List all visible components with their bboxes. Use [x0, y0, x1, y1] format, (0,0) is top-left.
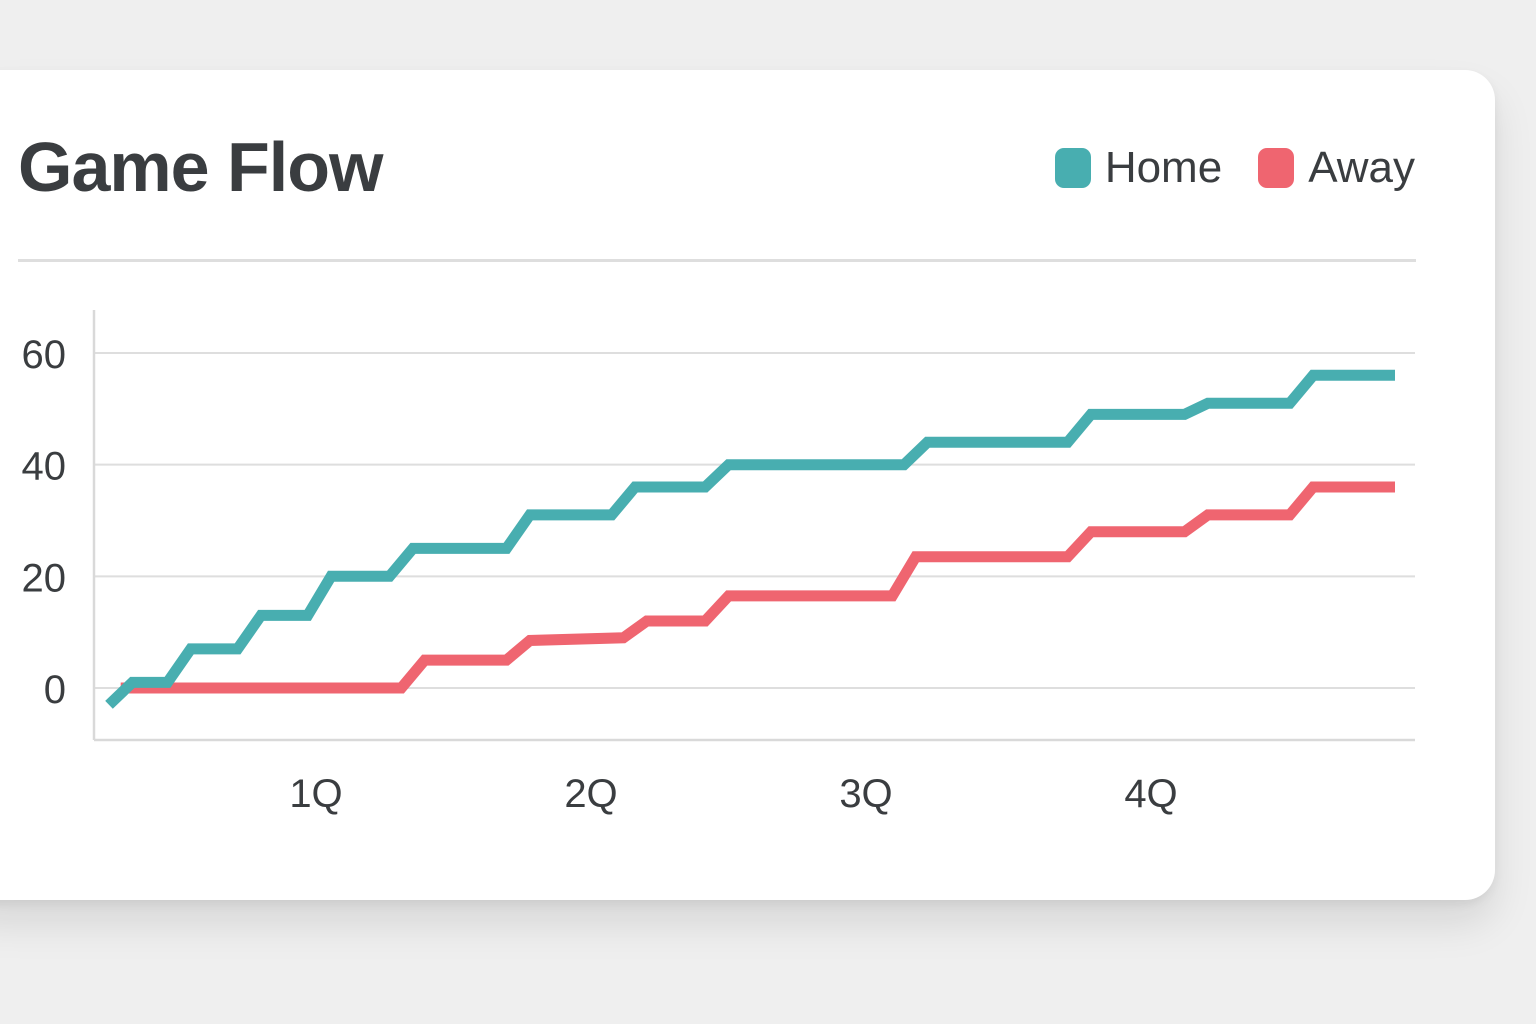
- chart-legend: Home Away: [1054, 143, 1415, 192]
- y-tick-label: 0: [44, 668, 66, 712]
- chart-card: [0, 70, 1495, 900]
- y-tick-label: 20: [22, 556, 67, 600]
- x-tick-label: 3Q: [839, 772, 892, 816]
- legend-item-away[interactable]: Away: [1258, 146, 1415, 190]
- series-line-away: [120, 481, 1395, 694]
- legend-label-away: Away: [1308, 143, 1415, 192]
- chart-title: Game Flow: [18, 128, 383, 206]
- y-tick-label: 60: [22, 333, 67, 377]
- x-tick-label: 2Q: [564, 772, 617, 816]
- legend-swatch-home: [1054, 148, 1091, 188]
- y-tick-label: 40: [22, 445, 67, 489]
- legend-swatch-away: [1258, 148, 1295, 188]
- x-tick-label: 1Q: [289, 772, 342, 816]
- series-line-home: [105, 369, 1395, 709]
- title-divider: [18, 259, 1416, 262]
- x-tick-label: 4Q: [1124, 772, 1177, 816]
- legend-item-home[interactable]: Home: [1054, 143, 1223, 192]
- legend-label-home: Home: [1104, 143, 1223, 192]
